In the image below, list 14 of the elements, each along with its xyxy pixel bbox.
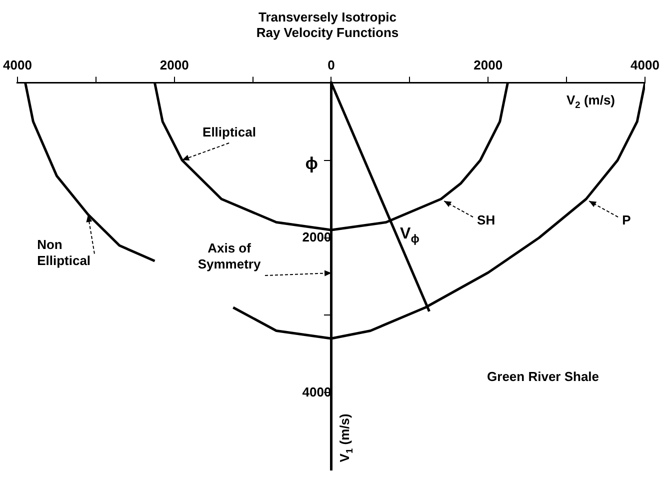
- text: SH: [477, 212, 496, 228]
- chart-title: Transversely Isotropic Ray Velocity Functions: [256, 9, 399, 40]
- x-tick-label: 0: [328, 58, 335, 73]
- x-tick-label: 4000: [3, 58, 32, 73]
- annotation: Elliptical: [202, 124, 256, 140]
- annotation: ϕ: [305, 154, 318, 173]
- y-axis-title: V1 (m/s): [336, 414, 354, 462]
- text: P: [622, 212, 632, 228]
- x-tick-label: 2000: [474, 58, 503, 73]
- annotation: Axis of Symmetry: [198, 240, 262, 272]
- annotation: Non Elliptical: [37, 236, 91, 268]
- x-tick-label: 2000: [160, 58, 189, 73]
- annotation: Green River Shale: [487, 368, 600, 384]
- x-tick-label: 4000: [630, 58, 660, 73]
